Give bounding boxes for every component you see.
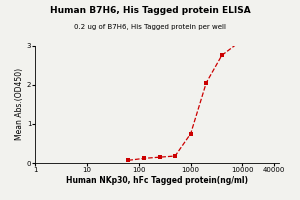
Point — [142, 157, 146, 160]
Point — [157, 156, 162, 159]
Point — [235, 42, 240, 45]
Point — [250, 38, 255, 41]
Text: Human B7H6, His Tagged protein ELISA: Human B7H6, His Tagged protein ELISA — [50, 6, 250, 15]
Text: 0.2 ug of B7H6, His Tagged protein per well: 0.2 ug of B7H6, His Tagged protein per w… — [74, 24, 226, 30]
Y-axis label: Mean Abs.(OD450): Mean Abs.(OD450) — [15, 68, 24, 140]
Point — [173, 154, 178, 158]
Point — [188, 132, 193, 135]
Point — [219, 54, 224, 57]
Point — [204, 81, 209, 84]
Point — [266, 34, 271, 37]
Point — [126, 159, 131, 162]
X-axis label: Human NKp30, hFc Tagged protein(ng/ml): Human NKp30, hFc Tagged protein(ng/ml) — [66, 176, 248, 185]
